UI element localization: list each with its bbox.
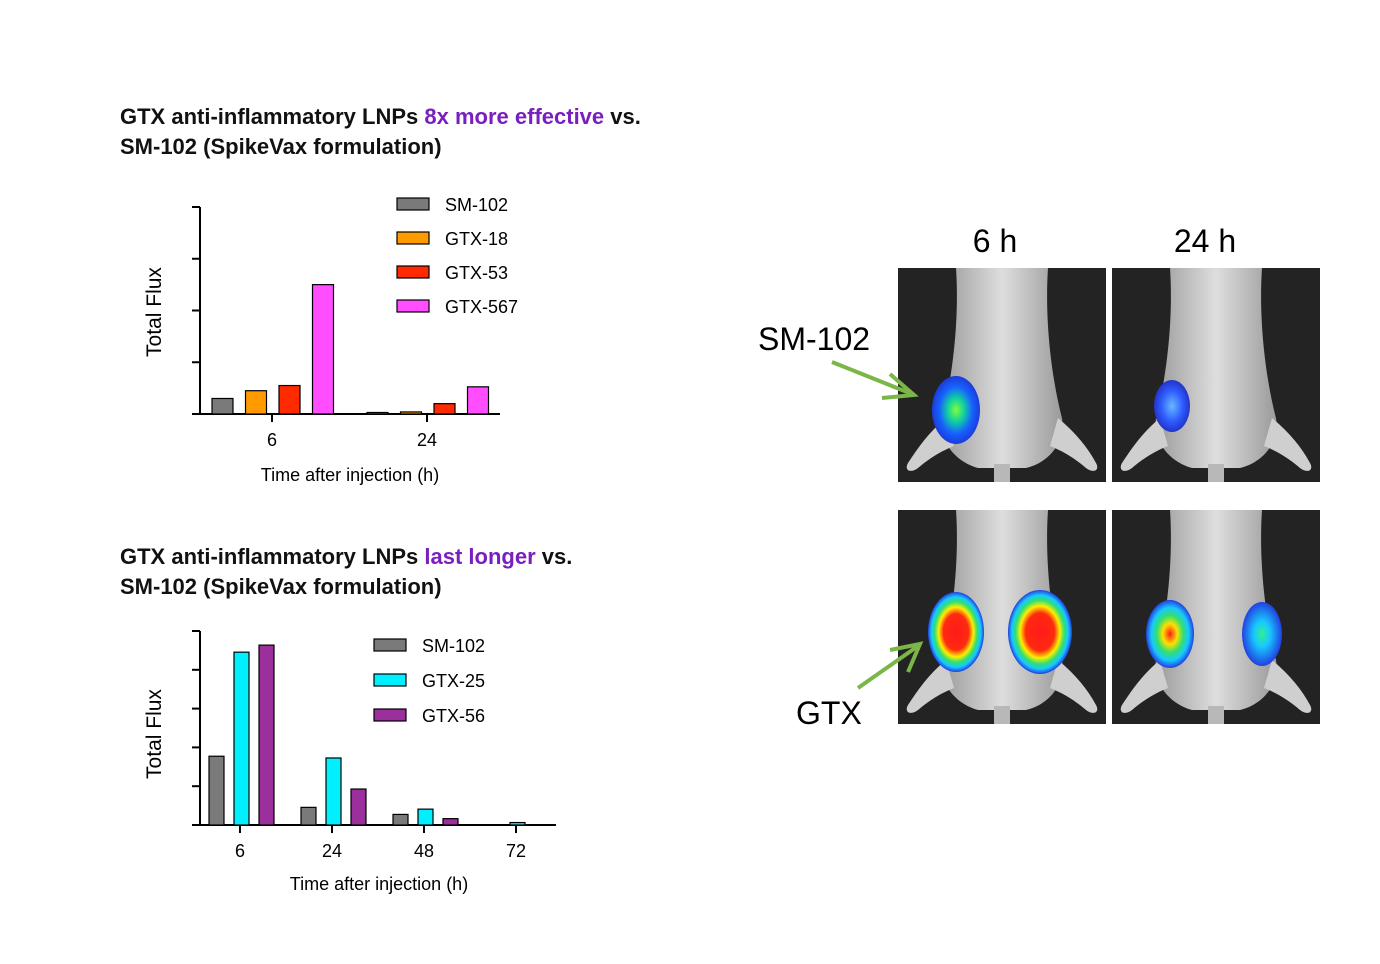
heading-1-vs: vs. [604,104,641,129]
legend-swatch-gtx-567 [396,299,430,313]
legend-label-gtx-18: GTX-18 [445,229,508,249]
heading-1-text: GTX anti-inflammatory LNPs [120,104,425,129]
legend-swatch-gtx-18 [396,231,430,245]
legend-swatch-sm-102 [373,638,407,652]
legend-label-sm-102: SM-102 [445,195,508,215]
gtx-24h-image [1112,510,1320,724]
bioluminescence-imaging-panel: 6 h 24 h SM-102 GTX [758,223,1320,731]
heading-2-text: GTX anti-inflammatory LNPs [120,544,425,569]
x-tick-label-6: 6 [267,430,277,450]
legend-swatch-gtx-53 [396,265,430,279]
gtx-row-label: GTX [796,695,862,731]
bar-gtx-567-24h [466,386,490,415]
legend-label-gtx-25: GTX-25 [422,671,485,691]
legend-label-gtx-53: GTX-53 [445,263,508,283]
x-tick-label-6: 6 [235,841,245,861]
legend-swatch-gtx-56 [373,708,407,722]
sm102-6h-image [898,268,1106,482]
bar-sm-102-24h [300,806,317,826]
x-tick-label-48: 48 [414,841,434,861]
gtx-6h-image [898,510,1106,724]
chart-1-heading: GTX anti-inflammatory LNPs 8x more effec… [120,102,641,162]
x-tick-label-24: 24 [322,841,342,861]
heading-2-vs: vs. [535,544,573,569]
x-tick-label-24: 24 [417,430,437,450]
bar-sm-102-6h [211,397,234,415]
gtx-arrow-icon [856,641,924,690]
bar-gtx-18-24h [399,411,423,415]
bar-gtx-25-24h [325,757,342,826]
bar-sm-102-6h [208,755,225,826]
sm102-row-label: SM-102 [758,321,870,357]
bar-gtx-56-24h [350,788,367,826]
heading-2-highlight: last longer [424,544,536,569]
bar-gtx-25-6h [233,651,250,826]
chart-2-y-axis-label: Total Flux [143,689,166,779]
bar-gtx-56-6h [258,644,275,826]
bar-sm-102-24h [366,411,389,415]
bar-gtx-53-6h [278,384,301,415]
chart-1-x-axis-label: Time after injection (h) [261,465,439,485]
legend-label-gtx-567: GTX-567 [445,297,518,317]
imaging-column-6h: 6 h [973,223,1017,259]
bar-sm-102-48h [392,813,409,826]
heading-1-line2: SM-102 (SpikeVax formulation) [120,134,442,159]
sm102-arrow-icon [831,360,919,400]
bar-gtx-18-6h [244,390,268,415]
bar-gtx-53-24h [433,403,456,415]
chart-2-heading: GTX anti-inflammatory LNPs last longer v… [120,542,572,602]
legend-label-sm-102: SM-102 [422,636,485,656]
bar-gtx-25-48h [417,808,434,826]
effectiveness-bar-chart: 6 24 SM-102 GTX-18 GTX-53 GTX-567 Total Flux… [143,195,518,485]
duration-bar-chart: 6 24 48 72 SM-102 GTX-25 GTX-56 Total Flux Ti… [143,630,556,894]
chart-1-y-axis-label: Total Flux [143,267,166,357]
legend-label-gtx-56: GTX-56 [422,706,485,726]
heading-2-line2: SM-102 (SpikeVax formulation) [120,574,442,599]
sm102-24h-image [1112,268,1320,482]
bar-gtx-567-6h [311,284,335,415]
bar-gtx-25-72h [509,821,526,826]
chart-2-x-axis-label: Time after injection (h) [290,874,468,894]
imaging-column-24h: 24 h [1174,223,1236,259]
bar-gtx-56-48h [442,818,459,826]
legend-swatch-sm-102 [396,197,430,211]
heading-1-highlight: 8x more effective [424,104,605,129]
legend-swatch-gtx-25 [373,673,407,687]
x-tick-label-72: 72 [506,841,526,861]
